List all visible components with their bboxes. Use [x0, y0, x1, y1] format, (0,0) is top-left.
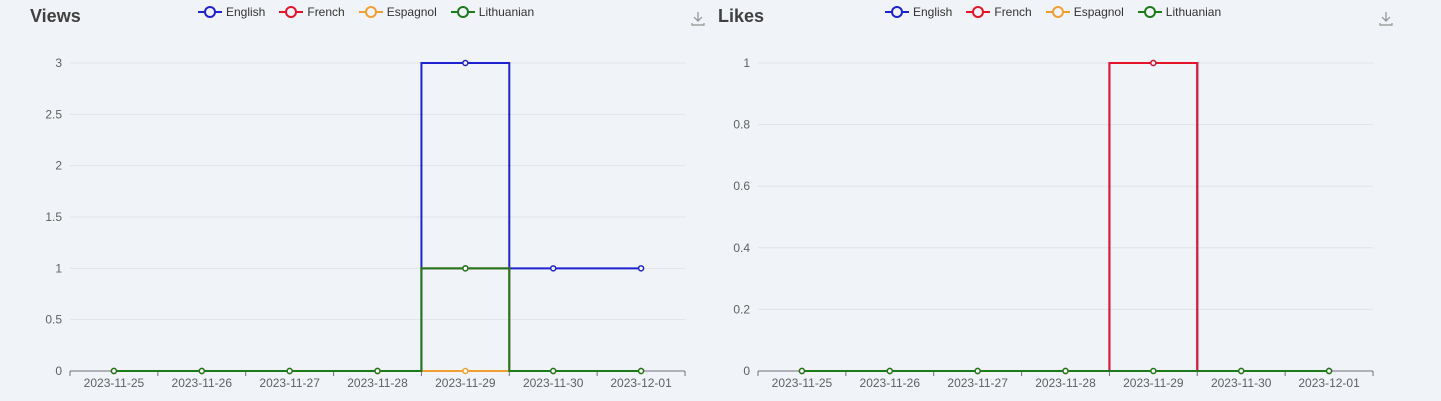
- y-tick-label: 0.6: [733, 179, 750, 193]
- legend-label-espagnol: Espagnol: [1073, 5, 1124, 19]
- x-tick-label: 2023-11-29: [435, 376, 496, 390]
- data-point-lithuanian[interactable]: [374, 367, 381, 375]
- legend-espagnol-icon: [358, 6, 383, 18]
- legend-label-espagnol: Espagnol: [386, 5, 437, 19]
- y-tick-label: 0: [55, 364, 62, 378]
- data-point-lithuanian[interactable]: [462, 265, 469, 272]
- likes-chart-title: Likes: [718, 6, 765, 26]
- y-tick-label: 1.5: [45, 210, 62, 224]
- legend-item-french[interactable]: French: [966, 5, 1032, 19]
- legend-lithuanian-icon: [450, 6, 475, 18]
- likes-legend: English French Espagnol Lithuanian: [885, 5, 1221, 19]
- data-point-lithuanian[interactable]: [637, 367, 645, 375]
- y-tick-label: 1: [55, 261, 62, 275]
- views-chart-panel: Views English French Espagnol Lithuanian…: [0, 0, 710, 401]
- download-icon[interactable]: [690, 10, 706, 26]
- x-tick-label: 2023-11-25: [772, 376, 833, 390]
- legend-item-french[interactable]: French: [279, 5, 345, 19]
- download-icon[interactable]: [1378, 10, 1394, 26]
- legend-english-icon: [885, 6, 909, 18]
- x-tick-label: 2023-11-28: [1035, 376, 1096, 390]
- views-chart: 0 0.5 1 1.5 2 2.5 3 2023-11-25 2023-11-26 2023-11…: [45, 56, 686, 390]
- data-point-english[interactable]: [549, 265, 557, 272]
- x-tick-label: 2023-11-27: [947, 376, 1008, 390]
- legend-lithuanian-icon: [1137, 6, 1162, 18]
- data-point-espagnol[interactable]: [462, 367, 469, 375]
- x-tick-label: 2023-11-28: [347, 376, 408, 390]
- y-tick-label: 1: [743, 56, 750, 70]
- legend-label-french: French: [994, 5, 1032, 19]
- legend-label-lithuanian: Lithuanian: [478, 5, 535, 19]
- legend-label-french: French: [307, 5, 345, 19]
- views-chart-title: Views: [30, 6, 81, 26]
- x-tick-label: 2023-11-27: [259, 376, 320, 390]
- legend-item-english[interactable]: English: [198, 5, 265, 19]
- y-tick-label: 2.5: [45, 107, 62, 121]
- data-point-lithuanian[interactable]: [198, 367, 206, 375]
- legend-label-english: English: [226, 5, 266, 19]
- x-tick-label: 2023-11-29: [1123, 376, 1184, 390]
- data-point-french[interactable]: [1150, 59, 1157, 67]
- x-tick-label: 2023-11-26: [172, 376, 233, 390]
- legend-item-english[interactable]: English: [885, 5, 952, 19]
- x-tick-label: 2023-11-30: [1211, 376, 1272, 390]
- data-point-lithuanian[interactable]: [1150, 367, 1157, 375]
- data-point-lithuanian[interactable]: [798, 367, 806, 375]
- data-point-lithuanian[interactable]: [549, 367, 557, 375]
- y-tick-label: 0.2: [733, 302, 750, 316]
- x-tick-label: 2023-12-01: [610, 376, 672, 390]
- data-point-lithuanian[interactable]: [110, 367, 118, 375]
- likes-chart: 0 0.2 0.4 0.6 0.8 1 2023-11-25 2023-11-26 2023-1…: [733, 56, 1374, 390]
- x-tick-label: 2023-11-25: [84, 376, 145, 390]
- x-tick-label: 2023-12-01: [1298, 376, 1360, 390]
- data-point-english[interactable]: [462, 59, 469, 67]
- x-tick-label: 2023-11-26: [860, 376, 921, 390]
- y-tick-label: 0.8: [733, 118, 750, 132]
- views-legend: English French Espagnol Lithuanian: [198, 5, 534, 19]
- legend-english-icon: [198, 6, 222, 18]
- legend-french-icon: [966, 6, 991, 18]
- y-tick-label: 0.4: [733, 241, 750, 255]
- series-line-french: [801, 62, 1330, 372]
- data-point-lithuanian[interactable]: [974, 367, 981, 375]
- y-tick-label: 0.5: [45, 313, 62, 327]
- data-point-lithuanian[interactable]: [886, 367, 894, 375]
- legend-french-icon: [279, 6, 304, 18]
- x-tick-label: 2023-11-30: [523, 376, 584, 390]
- data-point-lithuanian[interactable]: [1325, 367, 1333, 375]
- legend-item-lithuanian[interactable]: Lithuanian: [1137, 5, 1222, 19]
- legend-item-espagnol[interactable]: Espagnol: [1045, 5, 1124, 19]
- data-point-english[interactable]: [637, 265, 645, 272]
- data-point-lithuanian[interactable]: [286, 367, 293, 375]
- legend-label-lithuanian: Lithuanian: [1165, 5, 1222, 19]
- legend-label-english: English: [913, 5, 953, 19]
- legend-item-espagnol[interactable]: Espagnol: [358, 5, 437, 19]
- data-point-lithuanian[interactable]: [1237, 367, 1245, 375]
- y-tick-label: 2: [55, 159, 62, 173]
- likes-chart-panel: Likes English French Espagnol Lithuanian…: [710, 0, 1441, 401]
- data-point-lithuanian[interactable]: [1062, 367, 1069, 375]
- y-tick-label: 0: [743, 364, 750, 378]
- legend-espagnol-icon: [1045, 6, 1070, 18]
- series-line-lithuanian: [113, 267, 642, 372]
- y-tick-label: 3: [55, 56, 62, 70]
- series-line-english: [801, 62, 1330, 372]
- legend-item-lithuanian[interactable]: Lithuanian: [450, 5, 535, 19]
